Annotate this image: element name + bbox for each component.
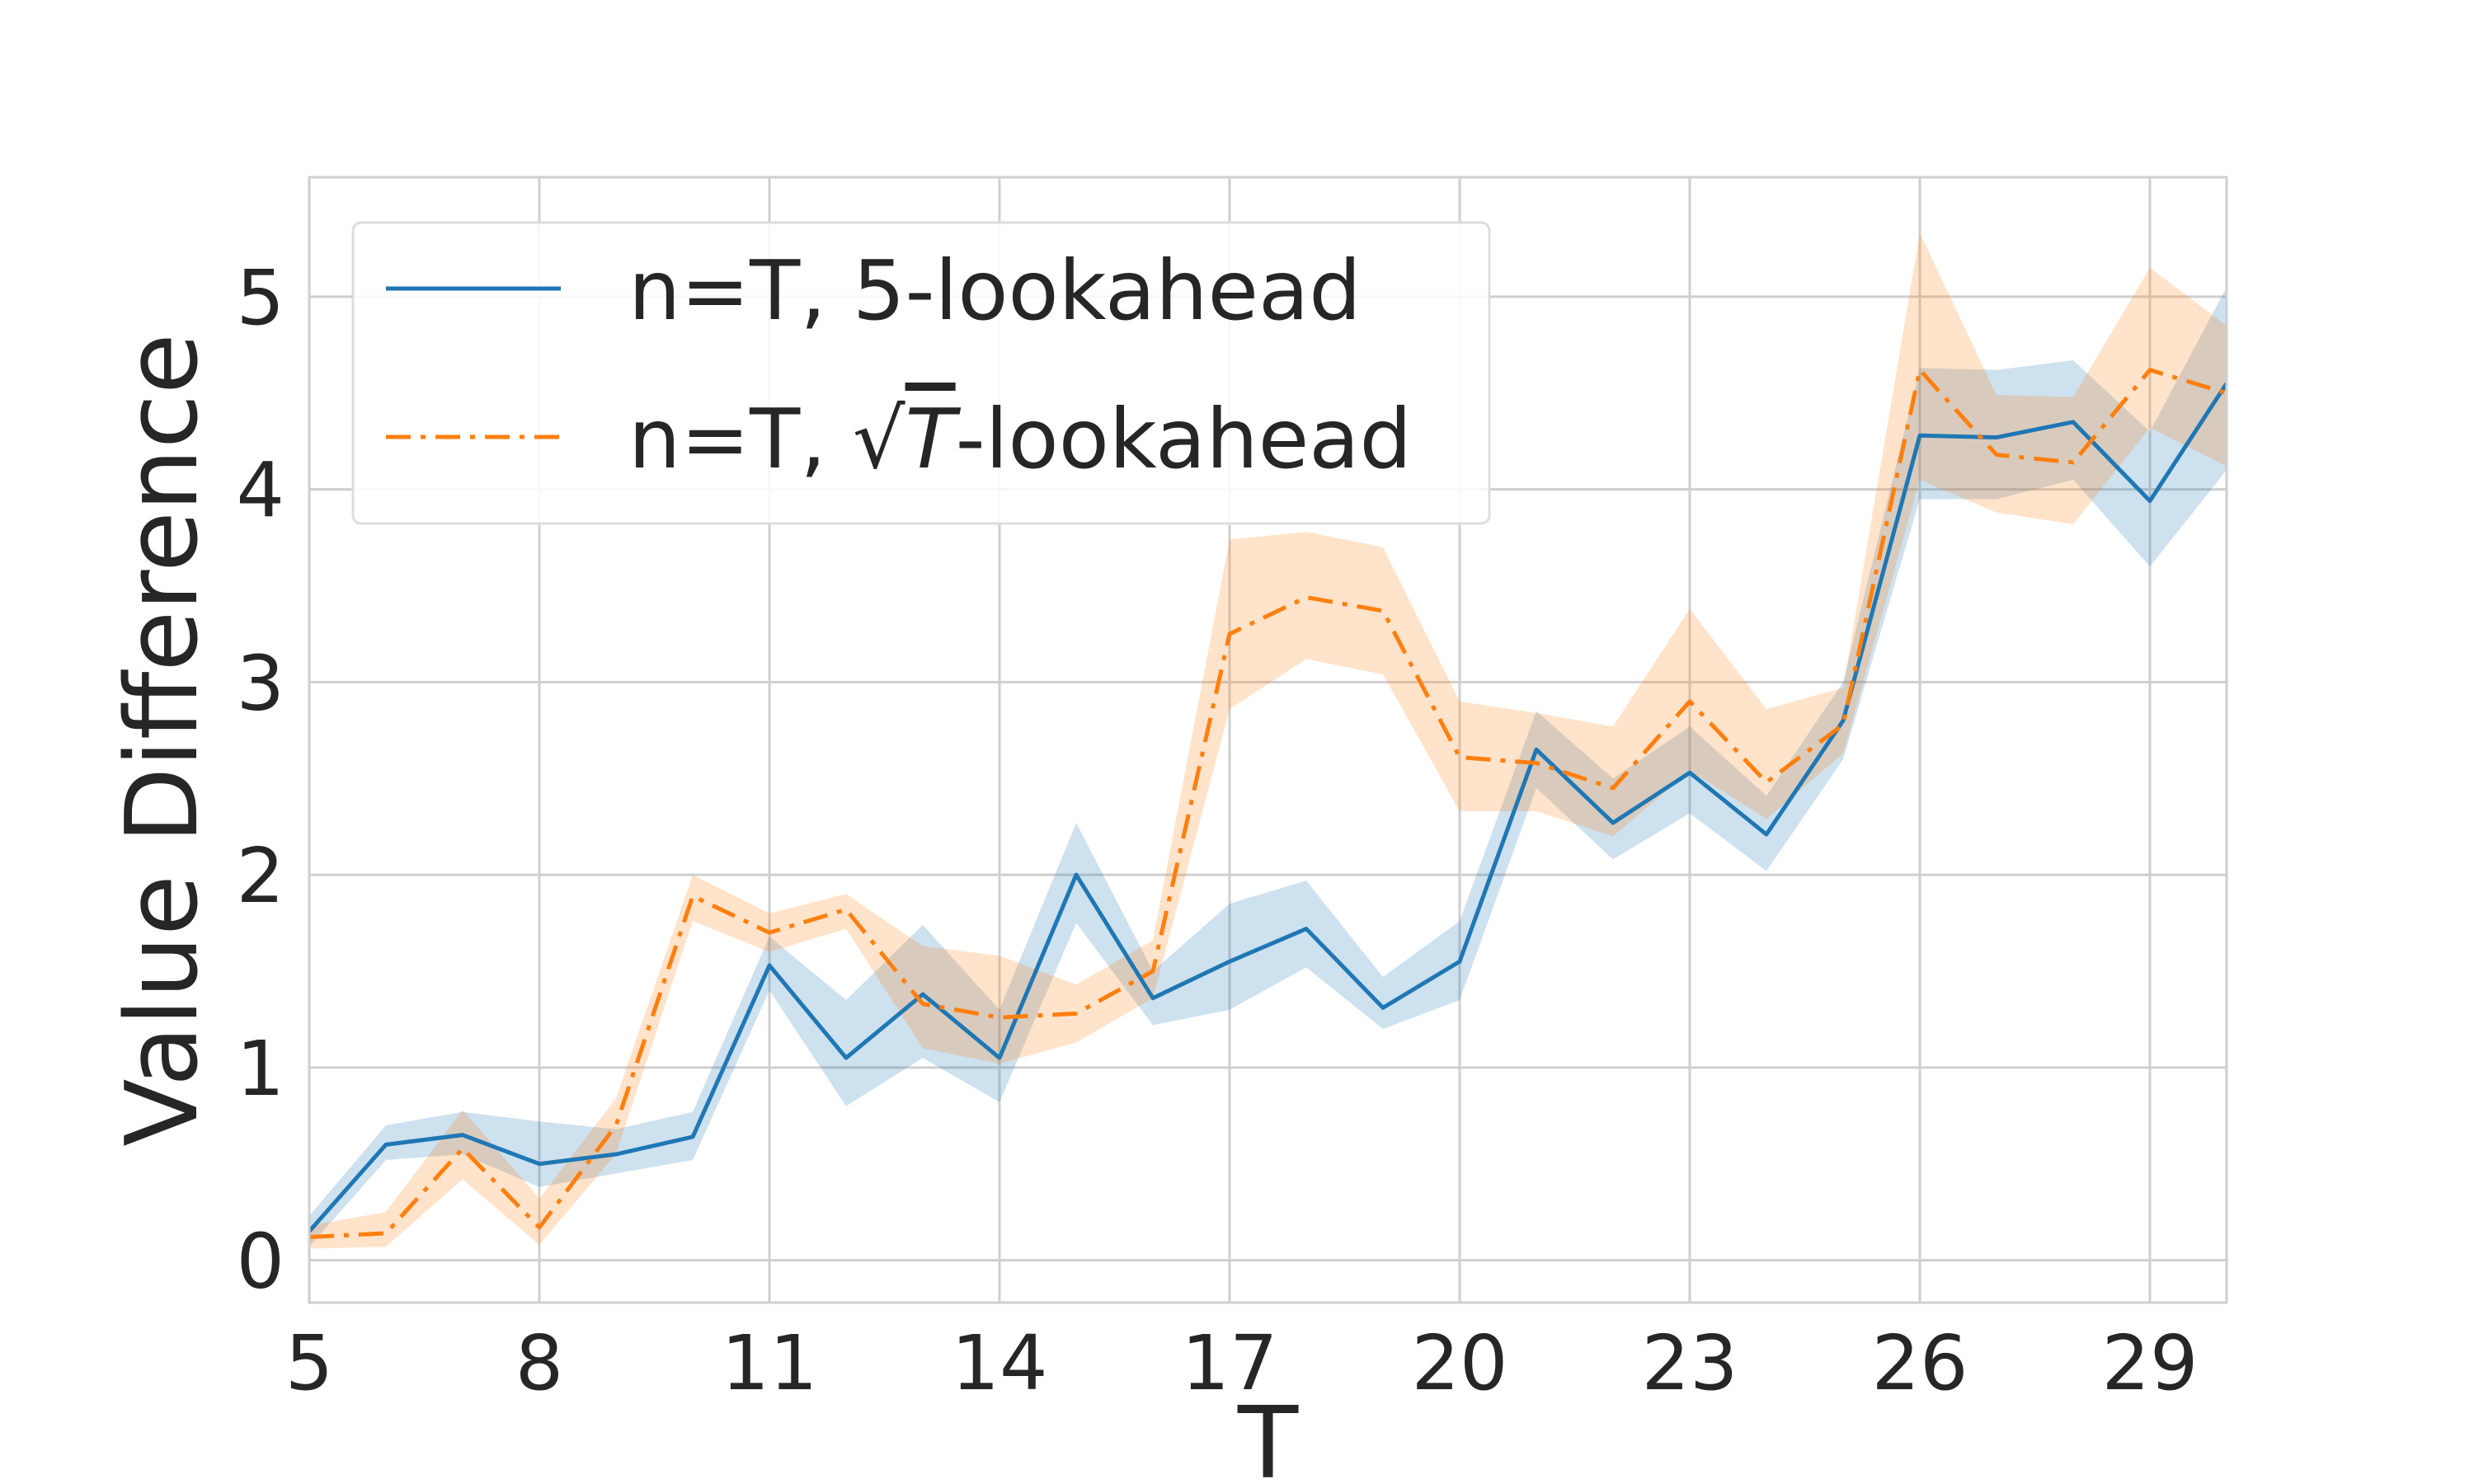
y-tick-label: 2: [236, 832, 285, 920]
x-tick-label: 11: [721, 1319, 817, 1407]
x-tick-label: 23: [1641, 1319, 1738, 1407]
series-lines: [308, 368, 2229, 1240]
y-tick-label: 3: [236, 639, 285, 727]
plot-frame: [308, 176, 2228, 1304]
x-tick-label: 20: [1411, 1319, 1507, 1407]
x-axis-label: T: [1237, 1387, 1299, 1484]
y-tick-label: 4: [236, 447, 285, 535]
x-tick-label: 5: [285, 1319, 334, 1407]
y-tick-label: 0: [236, 1218, 285, 1306]
legend: n=T, 5-lookahead n=T, √T-lookahead: [351, 221, 1491, 525]
sqrt-symbol: √: [853, 391, 905, 487]
legend-label-suffix: -lookahead: [956, 391, 1412, 487]
series-line-0: [308, 382, 2229, 1233]
y-tick-label: 5: [236, 254, 285, 342]
y-tick-labels: 0 1 2 3 4 5: [236, 254, 285, 1306]
y-tick-label: 1: [236, 1025, 285, 1113]
x-tick-label: 17: [1181, 1319, 1277, 1407]
confidence-band-1: [309, 232, 2227, 1249]
x-tick-label: 26: [1871, 1319, 1968, 1407]
x-tick-labels: 5 8 11 14 17 20 23 26 29: [285, 1319, 2199, 1407]
x-tick-label: 29: [2101, 1319, 2198, 1407]
x-tick-label: 14: [951, 1319, 1047, 1407]
x-tick-label: 8: [515, 1319, 564, 1407]
confidence-band-0: [309, 287, 2227, 1247]
legend-box: [351, 221, 1491, 525]
y-axis-label: Value Difference: [106, 333, 220, 1146]
legend-label-prefix: n=T,: [628, 391, 853, 487]
series-line-1: [308, 368, 2227, 1240]
legend-label-5-lookahead: n=T, 5-lookahead: [628, 242, 1362, 339]
legend-label-symbol: T: [905, 391, 962, 487]
confidence-bands: [309, 232, 2227, 1249]
legend-label-sqrt-t-lookahead: n=T, √T-lookahead: [628, 391, 1412, 487]
